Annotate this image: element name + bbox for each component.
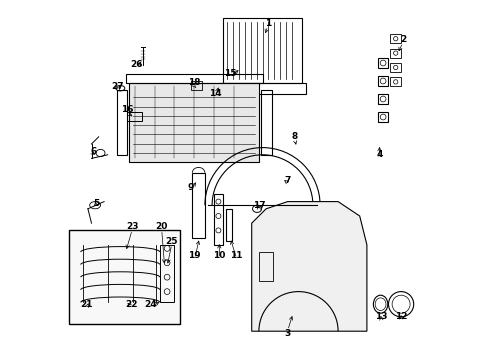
- Text: 12: 12: [394, 312, 407, 321]
- Bar: [213, 194, 223, 245]
- Bar: [191, 81, 202, 90]
- Bar: [389, 63, 400, 72]
- Text: 17: 17: [252, 201, 264, 210]
- Bar: [389, 77, 400, 86]
- Bar: [223, 18, 302, 83]
- Text: 23: 23: [126, 222, 138, 231]
- Bar: [389, 34, 400, 43]
- Polygon shape: [251, 202, 366, 331]
- Text: 8: 8: [291, 132, 297, 141]
- Text: 2: 2: [399, 35, 405, 44]
- Text: 6: 6: [91, 147, 97, 156]
- Text: 21: 21: [81, 300, 93, 309]
- Bar: [127, 112, 142, 121]
- Text: 22: 22: [124, 300, 137, 309]
- Text: 5: 5: [93, 199, 99, 208]
- Bar: [260, 90, 271, 155]
- Text: 3: 3: [284, 328, 290, 338]
- Bar: [377, 58, 387, 68]
- Bar: [160, 245, 174, 302]
- Text: 26: 26: [130, 60, 142, 69]
- Bar: [389, 49, 400, 58]
- Text: 16: 16: [121, 105, 134, 114]
- Text: 19: 19: [188, 251, 201, 260]
- Bar: [69, 230, 180, 324]
- Text: 11: 11: [230, 251, 243, 260]
- Bar: [258, 252, 273, 281]
- Bar: [377, 76, 387, 86]
- Bar: [377, 112, 387, 122]
- Bar: [377, 94, 387, 104]
- Text: 9: 9: [187, 183, 193, 192]
- Bar: [129, 83, 258, 162]
- Text: 10: 10: [213, 251, 225, 260]
- Bar: [192, 173, 204, 238]
- Text: 14: 14: [209, 89, 222, 98]
- Bar: [125, 74, 262, 83]
- Text: 20: 20: [155, 222, 167, 231]
- Bar: [219, 83, 305, 94]
- Text: 27: 27: [111, 82, 124, 91]
- Text: 25: 25: [165, 237, 178, 246]
- Text: 1: 1: [264, 19, 270, 28]
- Bar: [117, 90, 127, 155]
- Text: 15: 15: [224, 69, 236, 78]
- Text: 4: 4: [376, 150, 382, 159]
- Text: 7: 7: [284, 176, 290, 185]
- Text: 13: 13: [374, 312, 387, 321]
- Text: 24: 24: [144, 300, 157, 309]
- Text: 18: 18: [187, 78, 200, 87]
- Bar: [225, 209, 232, 241]
